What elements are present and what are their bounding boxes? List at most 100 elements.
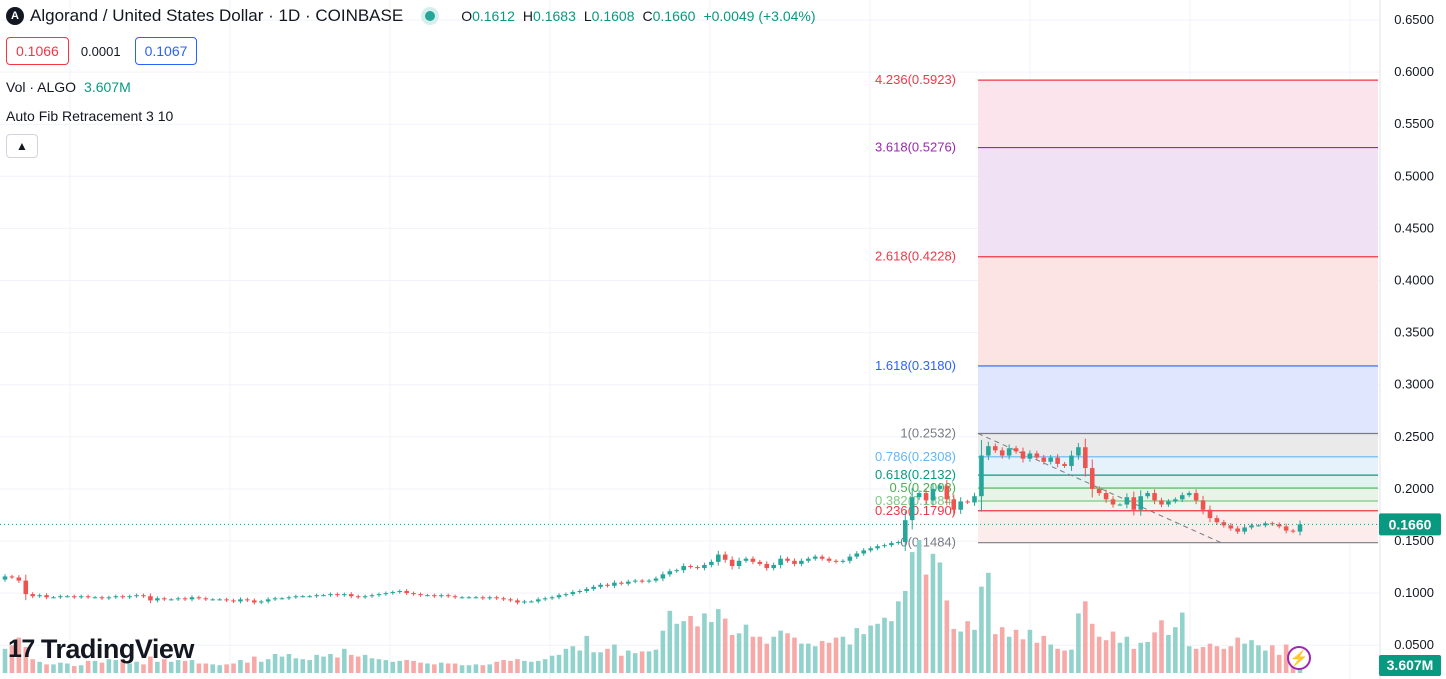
candle-body (224, 599, 229, 601)
volume-bar (342, 648, 347, 673)
candle-body (161, 598, 167, 600)
volume-bar (799, 643, 804, 673)
candle-body (1207, 509, 1213, 519)
tradingview-logo[interactable]: 17 TradingView (8, 634, 194, 665)
volume-bar (951, 628, 957, 673)
candle-body (847, 556, 853, 561)
volume-bar (529, 661, 534, 673)
price-tick-label: 0.5500 (1394, 116, 1434, 131)
volume-bar (1152, 632, 1157, 673)
volume-bar (210, 664, 216, 673)
volume-bar (619, 655, 624, 673)
volume-bar (182, 660, 188, 673)
candle-body (646, 580, 652, 582)
volume-bar (418, 662, 423, 673)
candle-body (1034, 453, 1040, 458)
collapse-legend-button[interactable]: ▲ (6, 134, 38, 158)
volume-bar (1221, 648, 1227, 673)
algorand-icon[interactable]: A (6, 7, 24, 25)
symbol-title[interactable]: Algorand / United States Dollar · 1D · C… (30, 6, 404, 25)
volume-legend[interactable]: Vol · ALGO 3.607M (6, 79, 131, 95)
candle-body (37, 595, 42, 597)
volume-bar (1006, 636, 1012, 673)
candle-body (1013, 448, 1019, 452)
candle-body (923, 493, 929, 501)
volume-bar (355, 656, 361, 673)
candle-body (1006, 448, 1012, 456)
candle-body (1152, 493, 1157, 501)
volume-bar (667, 610, 673, 673)
candle-body (882, 545, 887, 547)
fib-label: 0.382(0.1884) (875, 493, 956, 508)
volume-bar (584, 635, 589, 673)
candle-body (23, 580, 29, 595)
ohlc-values: O0.1612 H0.1683 L0.1608 C0.1660 +0.0049 … (461, 8, 815, 24)
volume-bar (896, 601, 901, 673)
volume-bar (729, 635, 735, 673)
volume-bar (535, 660, 541, 673)
volume-bar (1186, 646, 1192, 673)
lightning-icon[interactable]: ⚡ (1287, 646, 1311, 670)
volume-bar (909, 552, 915, 673)
candle-body (861, 550, 867, 554)
volume-bar (328, 654, 333, 673)
volume-bar (383, 660, 389, 673)
volume-bar (930, 553, 936, 673)
volume-bar (141, 664, 146, 673)
volume-badge-label: 3.607M (1387, 657, 1434, 673)
fib-label: 0.786(0.2308) (875, 449, 956, 464)
volume-bar (134, 661, 139, 673)
sell-button[interactable]: 0.1066 (6, 37, 69, 65)
volume-bar (473, 664, 479, 673)
price-axis[interactable]: 0.6500 0.6000 0.5500 0.5000 0.4500 0.4000 0.35… (1379, 0, 1446, 679)
volume-bar (238, 660, 243, 673)
candle-body (826, 558, 832, 561)
volume-bar (570, 646, 576, 673)
buy-button[interactable]: 0.1067 (134, 37, 198, 65)
volume-bar (979, 586, 984, 673)
volume-bar (1270, 645, 1275, 673)
candle-body (168, 599, 174, 601)
candle-body (1235, 528, 1240, 532)
volume-bar (397, 660, 403, 673)
candle-body (619, 582, 624, 584)
volume-bar (1228, 646, 1234, 673)
volume-bar (501, 660, 506, 673)
candle-body (1214, 518, 1220, 523)
market-status-icon[interactable] (425, 11, 436, 21)
candle-body (792, 560, 797, 564)
volume-bar (425, 663, 430, 673)
candle-body (999, 450, 1005, 456)
candle-body (529, 601, 534, 603)
candle-body (1110, 499, 1116, 505)
volume-bar (944, 600, 950, 673)
volume-bar (16, 637, 22, 673)
volume-bar (757, 636, 763, 673)
volume-bar (847, 644, 853, 673)
candle-body (501, 598, 506, 600)
last-price-badge (1379, 513, 1441, 536)
fib-retracement[interactable]: 4.236(0.5923) 3.618(0.5276) 2.618(0.4228) 1… (875, 72, 1378, 550)
candle-body (1138, 496, 1144, 510)
volume-bar (1110, 631, 1116, 673)
candle-body (1089, 468, 1095, 489)
volume-bar (806, 643, 811, 673)
candle-body (438, 595, 444, 597)
volume-bar (1235, 637, 1240, 673)
candle-body (653, 578, 659, 581)
volume-bar (224, 664, 229, 673)
volume-bar (916, 540, 922, 673)
candle-body (85, 596, 91, 598)
candle-body (383, 593, 389, 595)
volume-bar (549, 655, 555, 673)
volume-bar (646, 651, 652, 673)
fib-legend[interactable]: Auto Fib Retracement 3 10 (6, 108, 173, 124)
volume-bar (335, 657, 340, 673)
volume-bar (771, 636, 776, 673)
volume-bar (494, 661, 499, 673)
candle-body (307, 596, 312, 598)
volume-bar (515, 659, 520, 673)
candle-body (258, 601, 264, 603)
price-tick-label: 0.4000 (1394, 273, 1434, 288)
